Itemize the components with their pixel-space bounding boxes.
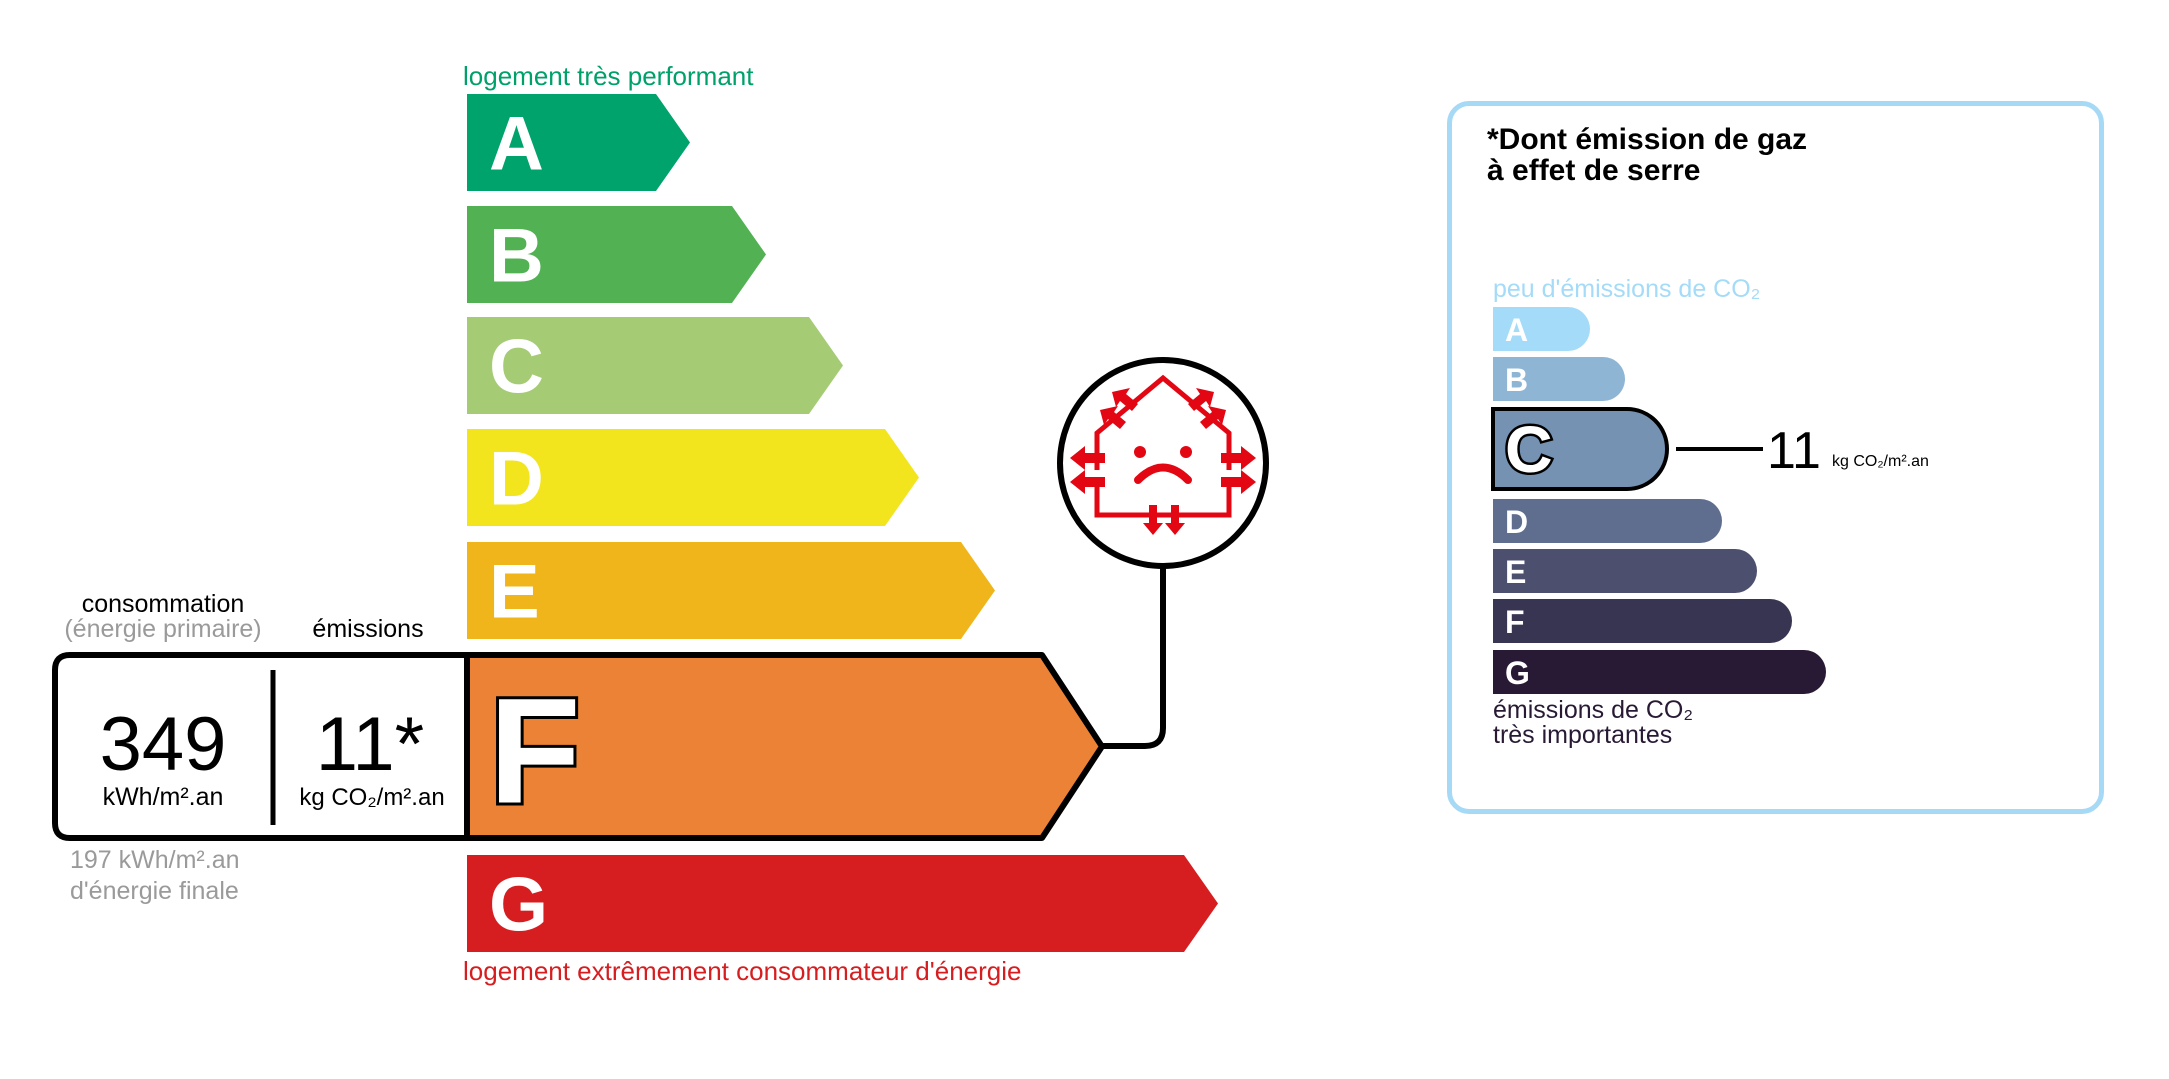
ghg-class-d: D xyxy=(1493,499,1722,543)
ghg-class-letter: A xyxy=(1505,312,1528,348)
ghg-class-c: C xyxy=(1491,407,1669,491)
ghg-class-letter: E xyxy=(1505,554,1526,590)
ghg-class-letter: B xyxy=(1505,362,1528,398)
energy-bar xyxy=(467,94,690,191)
energy-bar xyxy=(467,206,766,303)
energy-bar xyxy=(467,429,919,526)
ghg-class-letter: D xyxy=(1505,504,1528,540)
ghg-bar xyxy=(1493,307,1590,351)
energy-class-letter: G xyxy=(489,863,548,948)
energy-class-letter: F xyxy=(489,667,581,835)
icon-connector xyxy=(1102,567,1166,749)
energy-bar xyxy=(467,317,843,414)
ghg-class-letter: C xyxy=(1505,412,1553,486)
energy-bottom-label: logement extrêmement consommateur d'éner… xyxy=(463,956,1021,986)
ghg-bar xyxy=(1493,357,1625,401)
energy-class-letter: B xyxy=(489,214,544,299)
ghg-class-letter: G xyxy=(1505,655,1530,691)
ghg-bottom-label-line1: émissions de CO₂ xyxy=(1493,696,1693,724)
consumption-sub: (énergie primaire) xyxy=(64,615,261,643)
energy-class-d: D xyxy=(467,429,919,526)
energy-class-letter: C xyxy=(489,325,544,410)
ghg-bar xyxy=(1493,499,1722,543)
energy-class-e: E xyxy=(467,542,995,639)
ghg-panel xyxy=(1447,101,2104,814)
energy-value-box xyxy=(52,652,470,841)
energy-class-letter: E xyxy=(489,550,540,635)
energy-bar xyxy=(467,855,1218,952)
ghg-class-a: A xyxy=(1493,307,1590,351)
ghg-class-b: B xyxy=(1493,357,1625,401)
energy-bar xyxy=(467,542,995,639)
energy-class-b: B xyxy=(467,206,766,303)
energy-class-f: F xyxy=(464,652,1105,841)
ghg-bar xyxy=(1493,549,1757,593)
ghg-class-g: G xyxy=(1493,650,1826,694)
energy-class-c: C xyxy=(467,317,843,414)
ghg-bottom-label-line2: très importantes xyxy=(1493,721,1672,749)
ghg-bar xyxy=(1493,650,1826,694)
ghg-class-letter: F xyxy=(1505,604,1525,640)
final-energy-value: 197 kWh/m².an xyxy=(70,846,240,874)
final-energy-label: d'énergie finale xyxy=(70,877,239,905)
emissions-unit: kg CO₂/m².an xyxy=(299,784,444,811)
energy-class-letter: A xyxy=(489,102,544,187)
ghg-top-label: peu d'émissions de CO₂ xyxy=(1493,275,1760,303)
energy-class-a: A xyxy=(467,94,690,191)
ghg-title-line2: à effet de serre xyxy=(1487,154,1700,187)
ghg-title-line1: *Dont émission de gaz xyxy=(1487,123,1807,156)
ghg-bar xyxy=(1493,599,1792,643)
ghg-bar xyxy=(1491,407,1669,491)
ghg-unit: kg CO₂/m².an xyxy=(1832,453,1929,470)
consumption-header: consommation xyxy=(82,590,245,618)
poorly-insulated-house-sad-face-icon xyxy=(1057,357,1269,569)
ghg-class-f: F xyxy=(1493,599,1792,643)
emissions-header: émissions xyxy=(312,615,423,643)
energy-class-g: G xyxy=(467,855,1218,952)
consumption-value: 349 xyxy=(100,702,227,787)
ghg-value: 11 xyxy=(1767,422,1821,480)
emissions-value: 11* xyxy=(316,702,424,787)
energy-class-letter: D xyxy=(489,437,544,522)
ghg-class-e: E xyxy=(1493,549,1757,593)
consumption-unit: kWh/m².an xyxy=(103,783,224,811)
energy-top-label: logement très performant xyxy=(463,61,754,91)
